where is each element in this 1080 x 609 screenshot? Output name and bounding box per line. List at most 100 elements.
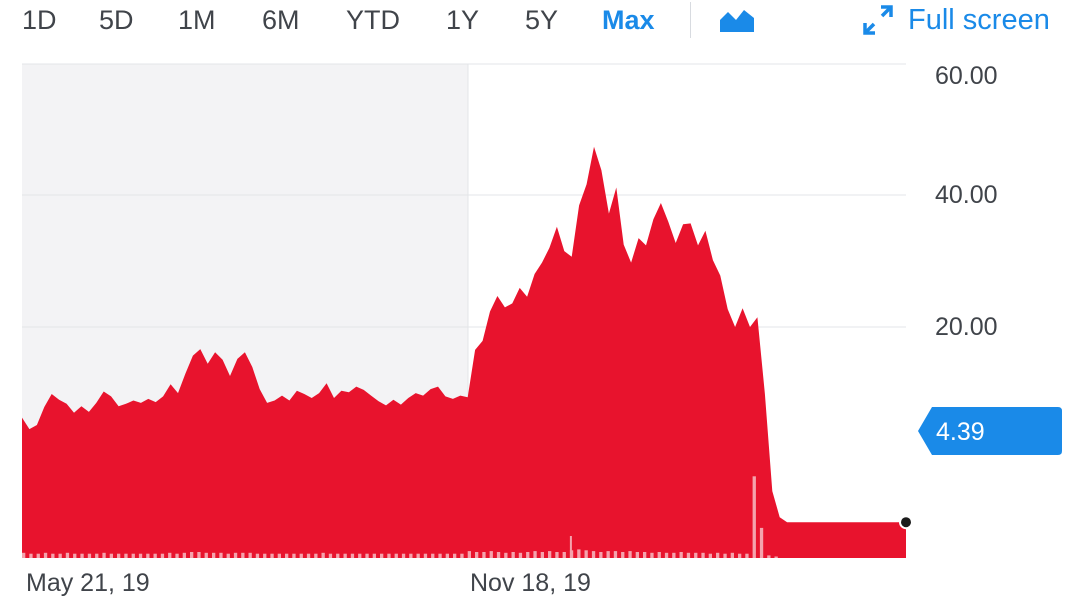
volume-bar (423, 553, 428, 558)
range-5y-button[interactable]: 5Y (525, 5, 559, 35)
volume-bar (29, 553, 33, 558)
volume-bar (182, 552, 186, 558)
range-max-button[interactable]: Max (602, 5, 655, 35)
volume-bar (562, 552, 566, 558)
volume-bar (190, 552, 194, 558)
volume-bar (43, 552, 48, 558)
area-chart-icon[interactable] (718, 6, 756, 34)
volume-bar (365, 553, 369, 558)
volume-bar (80, 553, 84, 558)
volume-bar (277, 553, 281, 558)
volume-bar (306, 553, 311, 558)
y-tick-label: 40.00 (935, 181, 998, 209)
volume-bar (650, 552, 654, 558)
volume-bar (445, 553, 449, 558)
area-layer (22, 146, 906, 558)
volume-bar (219, 552, 223, 558)
volume-bar (73, 553, 77, 558)
volume-bar (526, 552, 530, 558)
volume-bar (504, 552, 508, 558)
volume-bar (153, 553, 157, 558)
volume-bar (22, 552, 26, 558)
volume-bar (336, 553, 340, 558)
volume-bar (343, 553, 347, 558)
expand-arrows-icon (863, 5, 893, 35)
range-1y-button[interactable]: 1Y (446, 5, 480, 35)
volume-bar (314, 553, 318, 558)
volume-bar (555, 552, 559, 558)
volume-bar (635, 552, 639, 558)
range-1d-button[interactable]: 1D (22, 5, 57, 35)
volume-bar (613, 551, 618, 558)
volume-bar (65, 552, 70, 558)
volume-bar (146, 553, 150, 558)
volume-bar (511, 552, 515, 558)
volume-bar (321, 552, 325, 558)
volume-bar (628, 551, 632, 558)
volume-bar (263, 553, 267, 558)
volume-bar (664, 552, 669, 558)
volume-bar (401, 553, 406, 558)
volume-bar (518, 552, 523, 558)
volume-bar (767, 555, 771, 558)
volume-bar (475, 552, 479, 558)
volume-bar (358, 553, 362, 558)
volume-bar (372, 553, 376, 558)
volume-bar (686, 552, 691, 558)
volume-bar (292, 553, 296, 558)
volume-bar (270, 553, 274, 558)
volume-bar (102, 552, 106, 558)
volume-bar (738, 553, 742, 558)
volume-bar (117, 553, 121, 558)
volume-bar (416, 553, 420, 558)
range-6m-button[interactable]: 6M (262, 5, 300, 35)
volume-bar (621, 552, 625, 558)
volume-bar (723, 553, 727, 558)
current-price-dot (899, 515, 913, 530)
current-price-label: 4.39 (936, 418, 985, 446)
volume-bar (160, 553, 165, 558)
volume-bar (233, 552, 238, 558)
volume-bar (701, 552, 705, 558)
range-5d-button[interactable]: 5D (99, 5, 134, 35)
volume-bar (51, 553, 55, 558)
volume-bar (109, 553, 113, 558)
volume-bar (730, 552, 734, 558)
volume-bar (606, 551, 610, 558)
x-axis-labels: May 21, 19 Nov 18, 19 (26, 569, 591, 597)
volume-bar (204, 552, 208, 558)
range-ytd-button[interactable]: YTD (346, 5, 400, 35)
volume-bar (409, 553, 413, 558)
volume-bars (22, 476, 778, 558)
volume-bar (745, 553, 749, 558)
volume-bar (467, 551, 471, 558)
y-axis-labels: 60.00 40.00 20.00 (935, 62, 998, 341)
volume-bar (380, 553, 384, 558)
range-toolbar: 1D 5D 1M 6M YTD 1Y 5Y Max Full screen (0, 0, 1080, 44)
current-price-tag (918, 407, 1062, 455)
volume-bar (708, 553, 712, 558)
volume-bar (226, 553, 230, 558)
x-tick-label: Nov 18, 19 (470, 569, 591, 597)
y-tick-label: 60.00 (935, 62, 998, 90)
volume-bar (197, 552, 201, 558)
volume-bar (496, 552, 501, 558)
volume-bar (138, 553, 143, 558)
volume-bar (95, 553, 99, 558)
volume-bar (716, 552, 720, 558)
volume-bar (241, 552, 245, 558)
volume-bar (168, 552, 172, 558)
volume-bar (299, 553, 303, 558)
volume-bar (387, 553, 391, 558)
volume-bar (569, 536, 572, 558)
volume-bar (759, 527, 764, 558)
volume-bar (774, 556, 778, 558)
volume-bar (584, 550, 588, 558)
volume-bar (489, 551, 493, 558)
volume-bar (124, 553, 128, 558)
range-1m-button[interactable]: 1M (178, 5, 216, 35)
fullscreen-label: Full screen (908, 4, 1050, 36)
volume-bar (438, 553, 442, 558)
volume-bar (58, 553, 62, 558)
volume-bar (431, 553, 435, 558)
